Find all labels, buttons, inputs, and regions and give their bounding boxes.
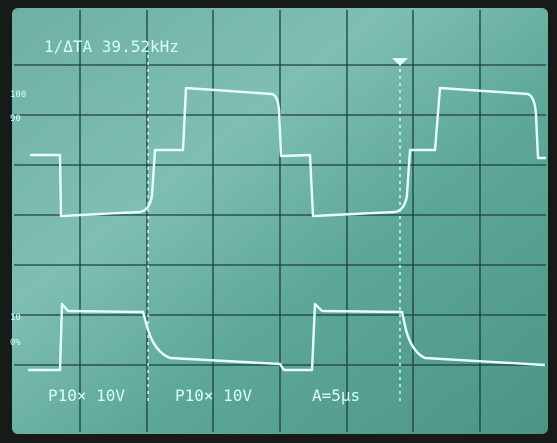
oscilloscope-photo: 1/ΔTA 39.52kHz 100 90 10 0% P10× 10V P10… — [0, 0, 557, 443]
graticule-label: 90 — [10, 114, 21, 124]
graticule-label: 0% — [10, 338, 21, 348]
timebase-readout: A=5μs — [312, 386, 360, 405]
graticule-label: 10 — [10, 313, 21, 323]
channel-1-readout: P10× 10V — [48, 386, 125, 405]
graticule-label: 100 — [10, 90, 26, 100]
channel-2-readout: P10× 10V — [175, 386, 252, 405]
frequency-readout: 1/ΔTA 39.52kHz — [44, 37, 179, 56]
